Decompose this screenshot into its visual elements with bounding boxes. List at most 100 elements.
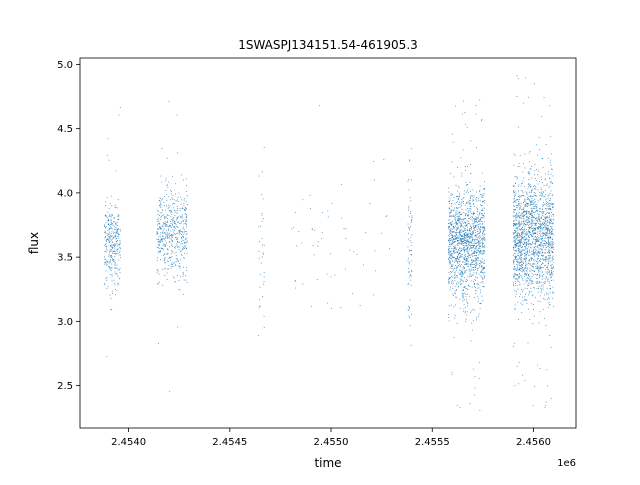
data-point xyxy=(166,157,168,159)
data-point xyxy=(464,112,466,114)
data-point xyxy=(171,214,173,215)
data-point xyxy=(524,210,526,212)
data-point xyxy=(551,241,553,243)
data-point xyxy=(531,259,532,261)
data-point xyxy=(456,224,458,225)
data-point xyxy=(159,226,161,227)
data-point xyxy=(529,232,531,233)
data-point xyxy=(481,120,482,122)
data-point xyxy=(118,234,119,235)
data-point xyxy=(467,251,469,253)
data-point xyxy=(533,194,535,196)
data-point xyxy=(533,238,534,240)
data-point xyxy=(527,239,529,241)
data-point xyxy=(513,225,515,227)
data-point xyxy=(105,215,106,216)
data-point xyxy=(549,304,551,305)
data-point xyxy=(544,406,546,408)
data-point xyxy=(470,164,471,166)
data-point xyxy=(454,216,455,218)
data-point xyxy=(452,264,454,266)
data-point xyxy=(116,245,118,247)
data-point xyxy=(110,227,112,229)
data-point xyxy=(516,260,518,262)
data-point xyxy=(522,212,524,214)
data-point xyxy=(453,226,455,228)
data-point xyxy=(519,262,521,264)
data-point xyxy=(528,283,530,285)
data-point xyxy=(537,282,538,284)
data-point xyxy=(160,219,162,221)
data-point xyxy=(476,319,477,321)
data-point xyxy=(518,223,520,225)
data-point xyxy=(514,242,516,243)
data-point xyxy=(522,264,523,266)
data-point xyxy=(551,264,553,266)
data-point xyxy=(538,268,540,270)
data-point xyxy=(160,203,162,205)
data-point xyxy=(471,262,473,264)
data-point xyxy=(513,190,515,192)
data-point xyxy=(178,231,180,232)
data-point xyxy=(457,220,459,221)
data-point xyxy=(471,223,473,225)
data-point xyxy=(478,287,480,289)
data-point xyxy=(529,249,531,251)
data-point xyxy=(476,317,478,319)
data-point xyxy=(106,260,108,262)
data-point xyxy=(544,259,546,261)
data-point xyxy=(546,203,547,204)
data-point xyxy=(167,218,169,219)
data-point xyxy=(169,235,171,237)
data-point xyxy=(520,223,522,225)
data-point xyxy=(528,229,530,231)
data-point xyxy=(473,264,475,266)
data-point xyxy=(110,274,111,275)
data-point xyxy=(456,195,458,197)
data-point xyxy=(448,258,450,260)
data-point xyxy=(321,238,323,239)
data-point xyxy=(409,160,411,162)
data-point xyxy=(550,243,552,245)
data-point xyxy=(481,261,483,263)
data-point xyxy=(550,190,552,192)
data-point xyxy=(164,262,166,264)
data-point xyxy=(459,225,461,227)
data-point xyxy=(465,225,467,227)
data-point xyxy=(532,230,534,232)
data-point xyxy=(514,289,516,291)
data-point xyxy=(480,260,482,262)
data-point xyxy=(165,245,166,247)
data-point xyxy=(166,221,168,223)
data-point xyxy=(454,273,456,275)
data-point xyxy=(525,300,527,301)
data-point xyxy=(456,296,458,298)
data-point xyxy=(161,199,163,201)
data-point xyxy=(523,240,525,242)
data-point xyxy=(108,223,110,225)
data-point xyxy=(536,254,538,255)
data-point xyxy=(518,249,520,251)
data-point xyxy=(538,216,540,218)
data-point xyxy=(479,214,481,216)
data-point xyxy=(542,267,544,268)
data-point xyxy=(484,239,486,241)
data-point xyxy=(551,222,553,224)
data-point xyxy=(539,252,541,254)
data-point xyxy=(483,267,485,269)
data-point xyxy=(182,248,183,250)
data-point xyxy=(543,215,545,217)
data-point xyxy=(475,276,477,278)
data-point xyxy=(518,215,520,217)
data-point xyxy=(516,243,518,245)
data-point xyxy=(550,244,552,246)
data-point xyxy=(517,280,519,282)
data-point xyxy=(547,222,549,223)
data-point xyxy=(547,229,549,231)
data-point xyxy=(479,292,481,293)
data-point xyxy=(475,246,477,248)
data-point xyxy=(475,221,477,223)
data-point xyxy=(517,288,519,290)
data-point xyxy=(462,248,464,250)
data-point xyxy=(547,237,548,239)
